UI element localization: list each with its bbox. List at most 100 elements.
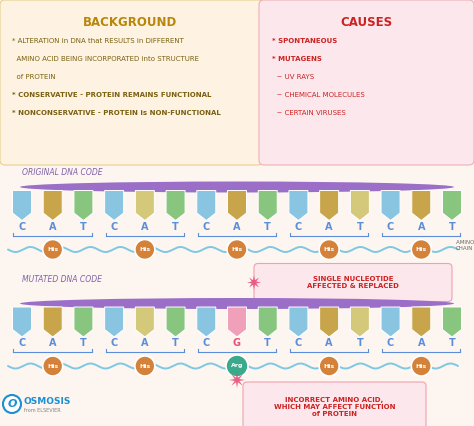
- Text: T: T: [172, 338, 179, 348]
- Text: C: C: [203, 222, 210, 231]
- Circle shape: [319, 356, 339, 376]
- Polygon shape: [197, 307, 216, 337]
- FancyBboxPatch shape: [259, 0, 474, 165]
- Polygon shape: [289, 190, 308, 221]
- Polygon shape: [197, 190, 216, 221]
- Text: C: C: [110, 222, 118, 231]
- Text: OSMOSIS: OSMOSIS: [24, 397, 72, 406]
- Polygon shape: [319, 190, 338, 221]
- Text: A: A: [141, 338, 149, 348]
- Text: C: C: [203, 338, 210, 348]
- Text: C: C: [387, 222, 394, 231]
- Polygon shape: [319, 307, 338, 337]
- Polygon shape: [289, 307, 308, 337]
- Ellipse shape: [20, 298, 454, 309]
- Text: AMINO ACID
CHAIN: AMINO ACID CHAIN: [456, 240, 474, 251]
- Text: C: C: [387, 338, 394, 348]
- Polygon shape: [74, 307, 93, 337]
- Text: G: G: [233, 338, 241, 348]
- Text: ~ CHEMICAL MOLECULES: ~ CHEMICAL MOLECULES: [272, 92, 365, 98]
- Polygon shape: [43, 307, 62, 337]
- Circle shape: [135, 239, 155, 259]
- Circle shape: [43, 239, 63, 259]
- Polygon shape: [381, 190, 400, 221]
- Text: C: C: [18, 222, 26, 231]
- Text: T: T: [80, 222, 87, 231]
- Circle shape: [43, 356, 63, 376]
- Text: T: T: [356, 338, 363, 348]
- Text: His: His: [139, 247, 150, 252]
- Text: His: His: [416, 363, 427, 368]
- Text: T: T: [264, 338, 271, 348]
- Text: * NONCONSERVATIVE - PROTEIN is NON-FUNCTIONAL: * NONCONSERVATIVE - PROTEIN is NON-FUNCT…: [12, 110, 221, 116]
- Text: T: T: [80, 338, 87, 348]
- Text: A: A: [233, 222, 241, 231]
- Text: Arg: Arg: [231, 363, 243, 368]
- Text: C: C: [110, 338, 118, 348]
- Polygon shape: [166, 190, 185, 221]
- Polygon shape: [166, 307, 185, 337]
- Circle shape: [411, 239, 431, 259]
- Text: C: C: [295, 222, 302, 231]
- Text: A: A: [418, 222, 425, 231]
- Polygon shape: [12, 190, 31, 221]
- Text: ~ CERTAIN VIRUSES: ~ CERTAIN VIRUSES: [272, 110, 346, 116]
- Text: His: His: [324, 247, 335, 252]
- Ellipse shape: [20, 181, 454, 193]
- Polygon shape: [412, 307, 431, 337]
- Text: T: T: [448, 338, 456, 348]
- Text: ORIGINAL DNA CODE: ORIGINAL DNA CODE: [22, 168, 103, 177]
- Polygon shape: [350, 307, 369, 337]
- Text: His: His: [47, 363, 58, 368]
- Text: T: T: [264, 222, 271, 231]
- Text: A: A: [49, 222, 56, 231]
- Text: His: His: [416, 247, 427, 252]
- Text: of PROTEIN: of PROTEIN: [12, 74, 55, 80]
- Text: A: A: [49, 338, 56, 348]
- Polygon shape: [229, 372, 245, 388]
- Text: SINGLE NUCLEOTIDE
AFFECTED & REPLACED: SINGLE NUCLEOTIDE AFFECTED & REPLACED: [307, 276, 399, 289]
- Text: * SPONTANEOUS: * SPONTANEOUS: [272, 38, 337, 44]
- Text: His: His: [231, 247, 243, 252]
- Text: O: O: [7, 399, 17, 409]
- Polygon shape: [12, 307, 31, 337]
- Text: T: T: [448, 222, 456, 231]
- Polygon shape: [228, 190, 246, 221]
- Polygon shape: [136, 307, 155, 337]
- Text: A: A: [325, 338, 333, 348]
- Text: His: His: [324, 363, 335, 368]
- Polygon shape: [105, 190, 124, 221]
- Text: His: His: [139, 363, 150, 368]
- Circle shape: [3, 395, 21, 413]
- Polygon shape: [258, 190, 277, 221]
- Circle shape: [226, 355, 248, 377]
- Text: MUTATED DNA CODE: MUTATED DNA CODE: [22, 276, 102, 285]
- Text: T: T: [172, 222, 179, 231]
- Polygon shape: [105, 307, 124, 337]
- Text: INCORRECT AMINO ACID,
WHICH MAY AFFECT FUNCTION
of PROTEIN: INCORRECT AMINO ACID, WHICH MAY AFFECT F…: [274, 397, 395, 417]
- Text: ~ UV RAYS: ~ UV RAYS: [272, 74, 314, 80]
- Polygon shape: [247, 276, 261, 290]
- Text: A: A: [141, 222, 149, 231]
- Text: A: A: [325, 222, 333, 231]
- Polygon shape: [43, 190, 62, 221]
- Polygon shape: [443, 307, 462, 337]
- FancyBboxPatch shape: [0, 0, 263, 165]
- Text: C: C: [295, 338, 302, 348]
- Polygon shape: [136, 190, 155, 221]
- Circle shape: [135, 356, 155, 376]
- Circle shape: [227, 239, 247, 259]
- Polygon shape: [258, 307, 277, 337]
- Polygon shape: [381, 307, 400, 337]
- Polygon shape: [74, 190, 93, 221]
- Text: * ALTERATION in DNA that RESULTS in DIFFERENT: * ALTERATION in DNA that RESULTS in DIFF…: [12, 38, 184, 44]
- FancyBboxPatch shape: [254, 264, 452, 302]
- Text: CAUSES: CAUSES: [340, 17, 392, 29]
- Text: AMINO ACID BEING INCORPORATED into STRUCTURE: AMINO ACID BEING INCORPORATED into STRUC…: [12, 56, 199, 62]
- FancyBboxPatch shape: [243, 382, 426, 426]
- Text: His: His: [47, 247, 58, 252]
- Circle shape: [319, 239, 339, 259]
- Text: * MUTAGENS: * MUTAGENS: [272, 56, 322, 62]
- Polygon shape: [443, 190, 462, 221]
- Text: C: C: [18, 338, 26, 348]
